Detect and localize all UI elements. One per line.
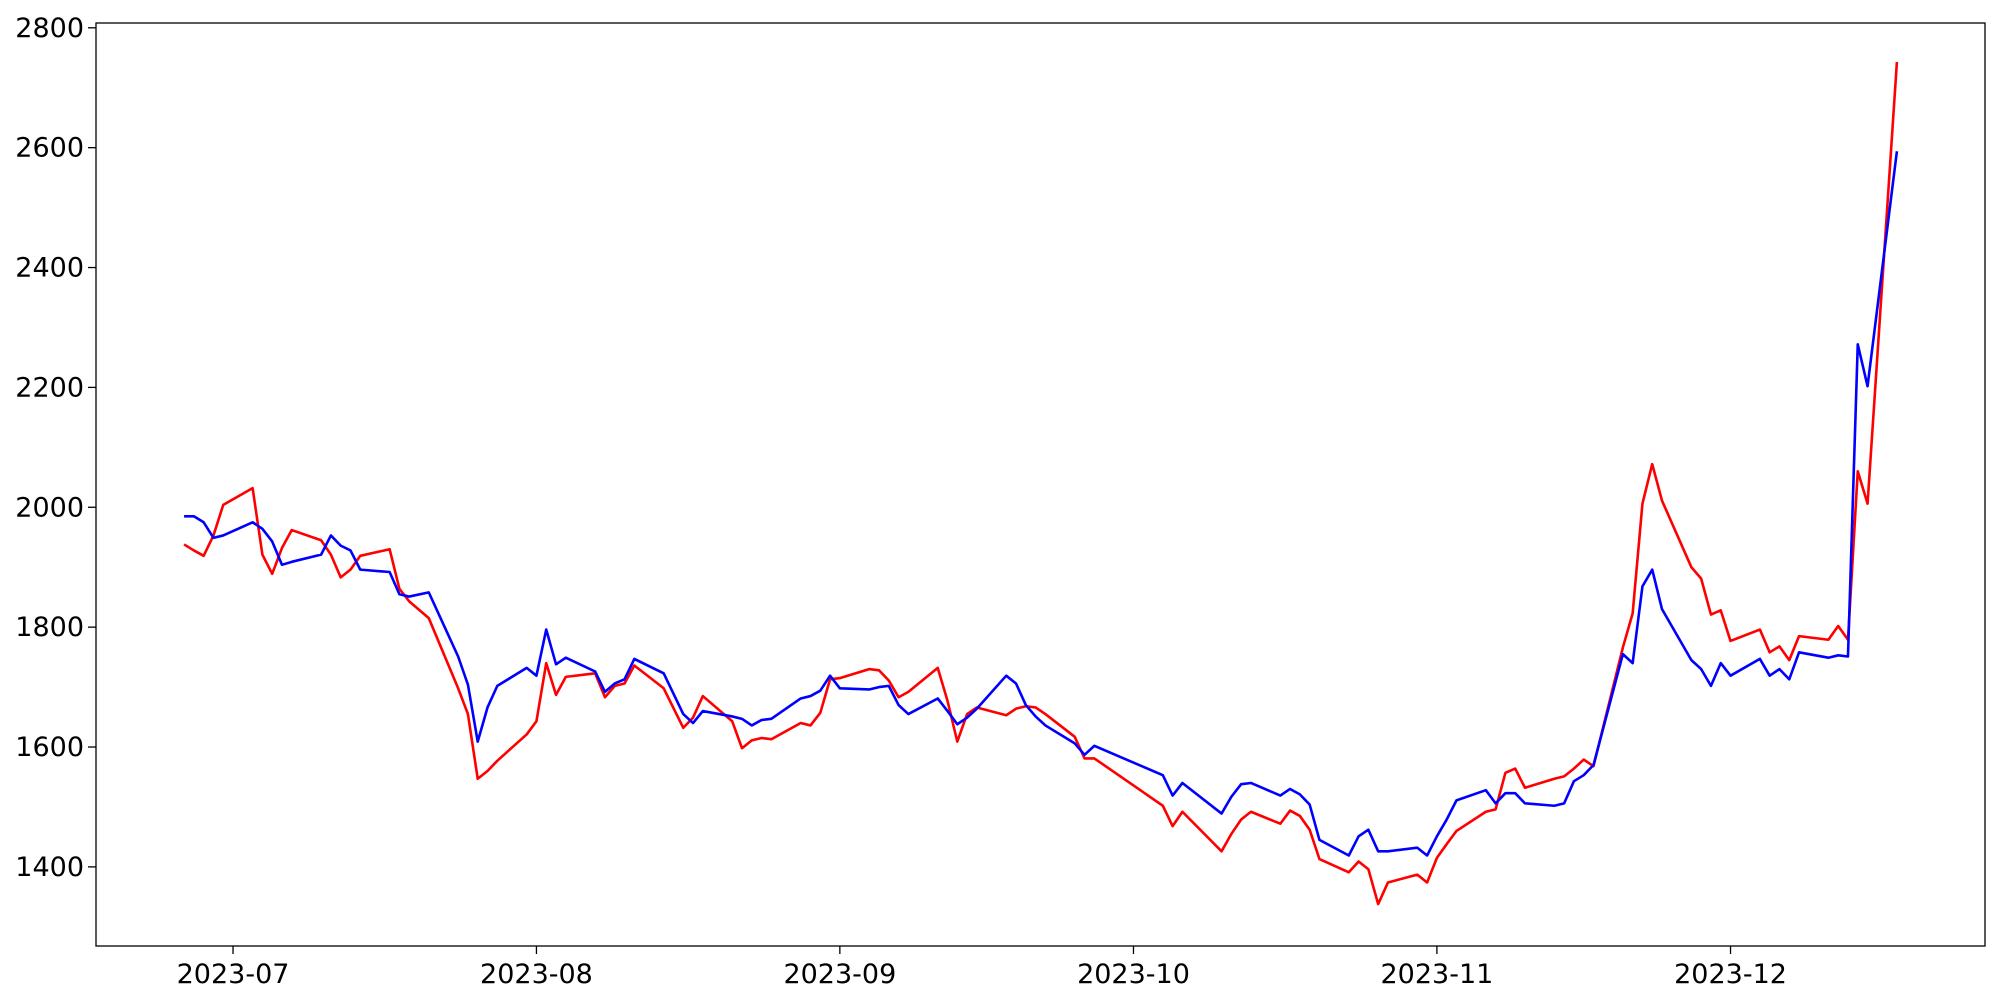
- y-tick-label: 2000: [15, 492, 84, 523]
- line-series: [184, 151, 1899, 857]
- x-tick-label: 2023-12: [1674, 959, 1787, 990]
- x-tick-label: 2023-08: [480, 959, 593, 990]
- y-tick-label: 2800: [15, 13, 84, 44]
- y-tick-label: 2200: [15, 372, 84, 403]
- x-tick-label: 2023-10: [1077, 959, 1190, 990]
- y-tick-label: 2400: [15, 253, 84, 284]
- x-tick-label: 2023-09: [783, 959, 896, 990]
- y-tick-label: 1400: [15, 852, 84, 883]
- x-tick-label: 2023-11: [1380, 959, 1493, 990]
- y-tick-label: 1800: [15, 612, 84, 643]
- plot-frame: [95, 22, 1986, 947]
- y-tick-label: 2600: [15, 133, 84, 164]
- x-tick-label: 2023-07: [177, 959, 290, 990]
- line-series: [183, 61, 1899, 906]
- y-tick-label: 1600: [15, 732, 84, 763]
